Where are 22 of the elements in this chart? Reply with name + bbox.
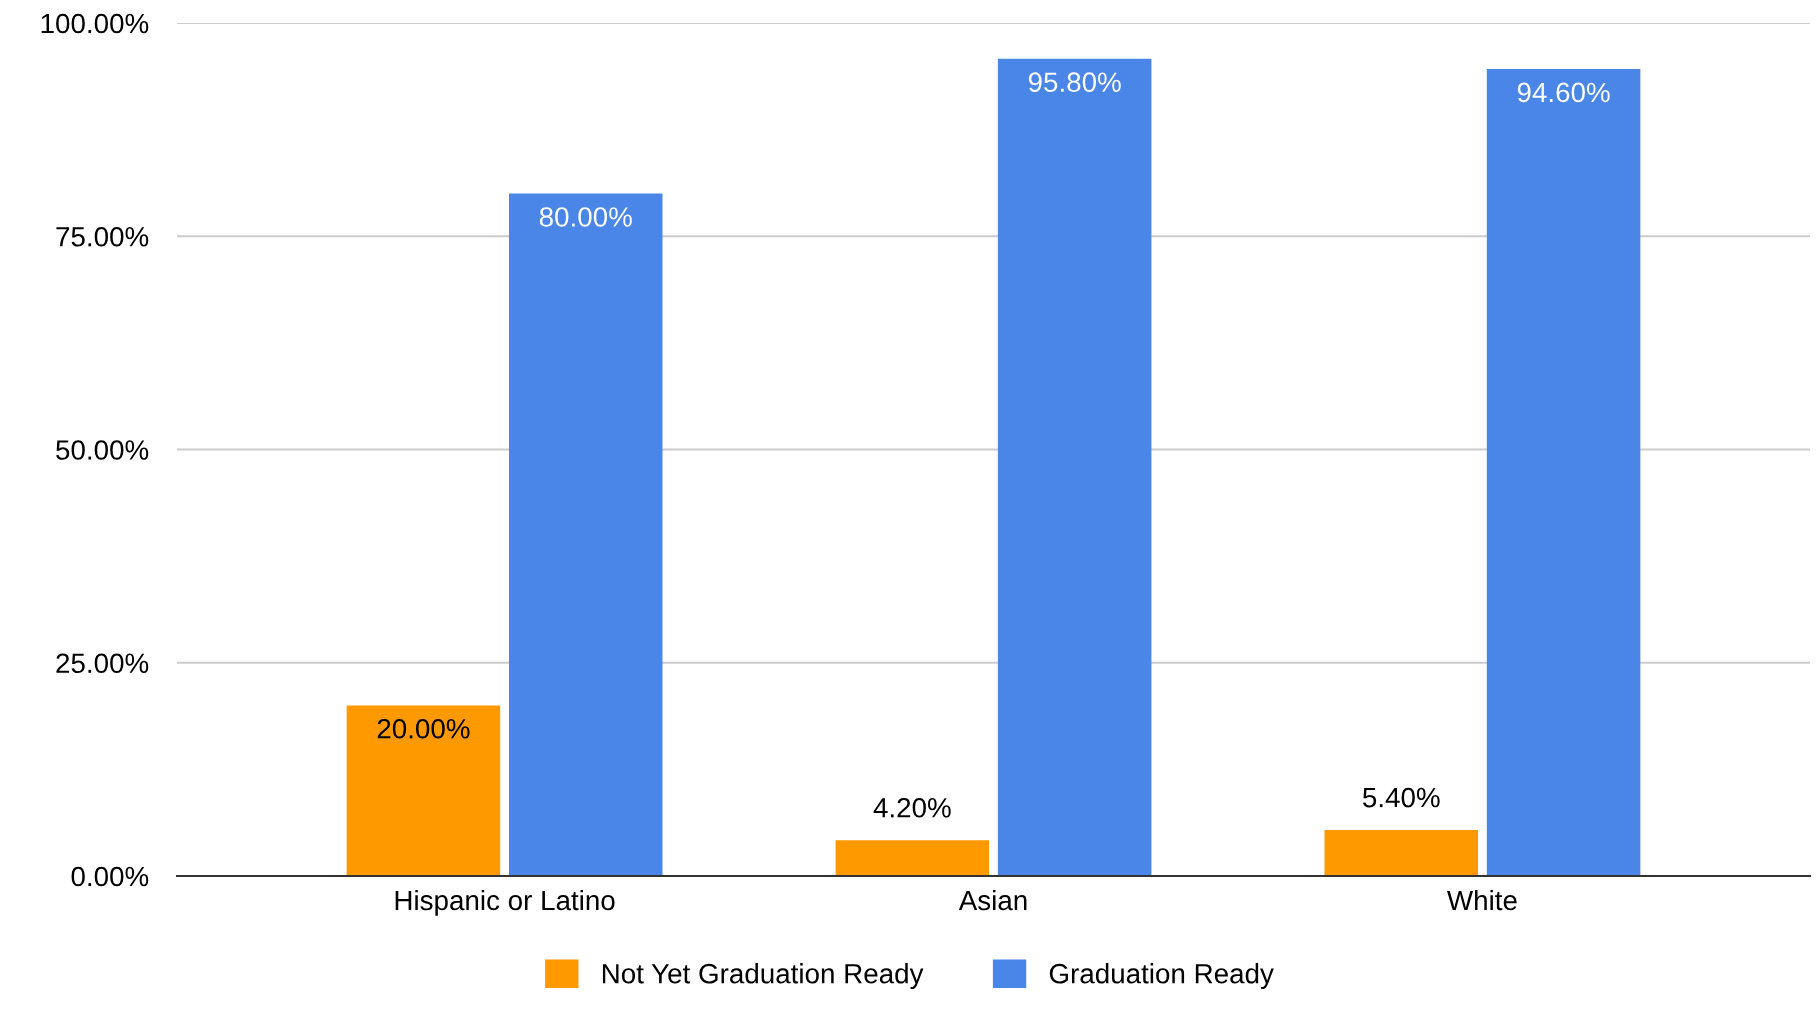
bar <box>508 193 663 876</box>
data-label: 95.80% <box>1028 72 1121 93</box>
bar <box>1486 69 1641 876</box>
legend-label: Not Yet Graduation Ready <box>602 963 924 989</box>
x-tick-label: White <box>1447 889 1517 911</box>
bar <box>346 705 501 876</box>
y-tick-label: 0.00% <box>71 866 149 887</box>
x-tick-label: Asian <box>958 889 1027 911</box>
y-tick-label: 100.00% <box>41 13 149 34</box>
data-label: 4.20% <box>873 797 951 818</box>
x-tick-label: Hispanic or Latino <box>395 889 615 916</box>
data-label: 5.40% <box>1362 787 1440 808</box>
bar <box>997 58 1152 876</box>
bar <box>835 840 990 876</box>
bar <box>1324 829 1479 876</box>
data-label: 20.00% <box>377 718 470 739</box>
y-tick-label: 50.00% <box>56 440 149 460</box>
legend-label: Graduation Ready <box>1049 963 1274 989</box>
data-label: 94.60% <box>1517 82 1610 103</box>
y-tick-label: 25.00% <box>56 653 149 674</box>
y-tick-label: 75.00% <box>56 226 149 247</box>
data-label: 80.00% <box>539 207 632 227</box>
